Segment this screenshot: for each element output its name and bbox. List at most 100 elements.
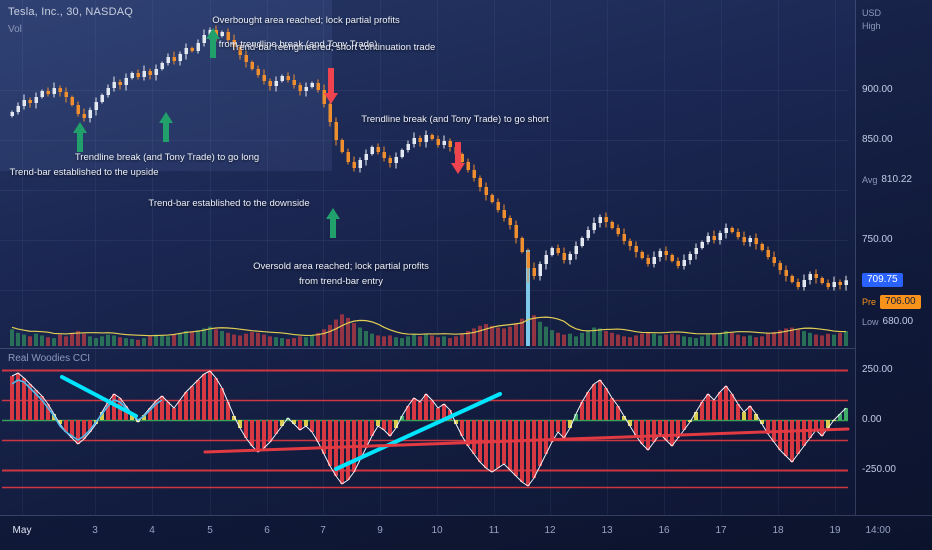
cci-histogram-bar: [742, 412, 746, 420]
candle-body: [496, 202, 500, 210]
cci-histogram-bar: [778, 420, 782, 450]
volume-bar: [712, 333, 716, 346]
volume-bar: [412, 334, 416, 346]
cci-histogram-bar: [232, 416, 236, 420]
candle-body: [760, 244, 764, 250]
time-axis[interactable]: May 3 4 5 6 7 9 10 11 12 13 16 17 18 19 14:00: [0, 515, 932, 550]
cci-histogram-bar: [766, 420, 770, 434]
volume-bar: [802, 331, 806, 346]
symbol-title[interactable]: Tesla, Inc., 30, NASDAQ: [8, 6, 134, 18]
volume-indicator-label[interactable]: Vol: [8, 24, 22, 35]
cci-histogram-bar: [238, 420, 242, 428]
candle-body: [712, 236, 716, 240]
axis-text: Avg: [862, 175, 878, 185]
candle-body: [622, 234, 626, 241]
cci-histogram-bar: [436, 408, 440, 420]
volume-bar: [268, 336, 272, 346]
volume-bar: [460, 333, 464, 346]
volume-bar: [580, 332, 584, 346]
volume-bar: [526, 250, 530, 346]
time-axis-label[interactable]: May: [12, 525, 32, 536]
arrow-marker-up[interactable]: [73, 122, 87, 152]
volume-bar: [682, 336, 686, 346]
candle-body: [340, 140, 344, 152]
time-axis-label[interactable]: 19: [829, 525, 841, 536]
volume-bar: [616, 334, 620, 346]
candle-body: [556, 248, 560, 253]
arrow-marker-down[interactable]: [324, 68, 338, 104]
time-axis-label[interactable]: 4: [149, 525, 155, 536]
annotation-text[interactable]: from trend-bar entry: [299, 276, 383, 287]
time-axis-label[interactable]: 12: [544, 525, 556, 536]
cci-histogram-bar: [580, 402, 584, 420]
candle-body: [136, 73, 140, 77]
volume-bar: [28, 336, 32, 346]
arrow-marker-up[interactable]: [326, 208, 340, 238]
candle-body: [772, 257, 776, 263]
axis-text: 850.00: [862, 134, 893, 145]
volume-bar: [760, 336, 764, 346]
time-axis-label[interactable]: 17: [715, 525, 727, 536]
volume-bar: [610, 332, 614, 346]
cci-histogram-bar: [100, 412, 104, 420]
cci-histogram-bar: [142, 415, 146, 420]
annotation-text[interactable]: Trend-bar established to the upside: [9, 167, 159, 178]
volume-bar: [202, 328, 206, 346]
volume-bar: [10, 329, 14, 346]
price-axis-label: 250.00: [856, 363, 932, 377]
time-axis-label[interactable]: 9: [377, 525, 383, 536]
candle-body: [262, 75, 266, 81]
annotation-text[interactable]: Trend-bar established to the downside: [148, 198, 310, 209]
candle-body: [664, 251, 668, 255]
time-axis-label[interactable]: 13: [601, 525, 613, 536]
cci-histogram-bar: [544, 420, 548, 454]
cci-histogram-bar: [400, 416, 404, 420]
cci-histogram-bar: [298, 420, 302, 430]
cci-indicator-label[interactable]: Real Woodies CCI: [8, 353, 91, 364]
cci-histogram-bar: [166, 402, 170, 420]
volume-bar: [154, 334, 158, 346]
price-axis-label: High: [856, 19, 932, 33]
arrow-marker-up[interactable]: [206, 28, 220, 58]
time-axis-label[interactable]: 5: [207, 525, 213, 536]
time-axis-label[interactable]: 16: [658, 525, 670, 536]
time-axis-label[interactable]: 7: [320, 525, 326, 536]
annotation-text[interactable]: from trendline break (and Tony Trade): [218, 39, 378, 50]
annotation-text[interactable]: Trendline break (and Tony Trade) to go l…: [74, 152, 260, 163]
volume-bar: [64, 336, 68, 346]
candle-body: [442, 141, 446, 145]
cci-histogram-bar: [838, 414, 842, 420]
volume-bar: [538, 321, 542, 346]
time-axis-label[interactable]: 14:00: [865, 525, 891, 536]
candle-body: [310, 83, 314, 87]
annotation-text[interactable]: Trend-bar reengineered; short continuati…: [230, 42, 436, 53]
drawn-trendline[interactable]: [60, 375, 138, 418]
volume-bar: [376, 335, 380, 346]
price-axis[interactable]: USD High 900.00 850.00 Avg 810.22 750.00 709.7…: [855, 0, 932, 515]
drawn-trendline[interactable]: [203, 427, 850, 454]
cci-histogram-bar: [658, 420, 662, 434]
time-axis-label[interactable]: 10: [431, 525, 443, 536]
chart-canvas[interactable]: [0, 0, 855, 515]
time-axis-label[interactable]: 11: [488, 525, 500, 536]
arrow-marker-down[interactable]: [451, 142, 465, 174]
time-axis-label[interactable]: 3: [92, 525, 98, 536]
cci-histogram-bar: [76, 420, 80, 444]
annotation-text[interactable]: Overbought area reached; lock partial pr…: [212, 15, 400, 26]
candle-body: [574, 246, 578, 254]
chart-area[interactable]: Tesla, Inc., 30, NASDAQ Vol Real Woodies…: [0, 0, 855, 515]
annotation-text[interactable]: Oversold area reached; lock partial prof…: [253, 261, 429, 272]
time-axis-label[interactable]: 18: [772, 525, 784, 536]
candle-body: [292, 80, 296, 85]
cci-histogram-bar: [592, 384, 596, 420]
volume-bar: [556, 332, 560, 346]
candle-body: [22, 100, 26, 106]
annotations-layer: Overbought area reached; lock partial pr…: [9, 15, 549, 287]
candle-body: [406, 144, 410, 150]
drawn-trendline[interactable]: [334, 392, 502, 471]
cci-histogram-bar: [754, 414, 758, 420]
time-axis-label[interactable]: 6: [264, 525, 270, 536]
arrow-marker-up[interactable]: [159, 112, 173, 142]
volume-bar: [280, 338, 284, 346]
annotation-text[interactable]: Trendline break (and Tony Trade) to go s…: [361, 114, 549, 125]
